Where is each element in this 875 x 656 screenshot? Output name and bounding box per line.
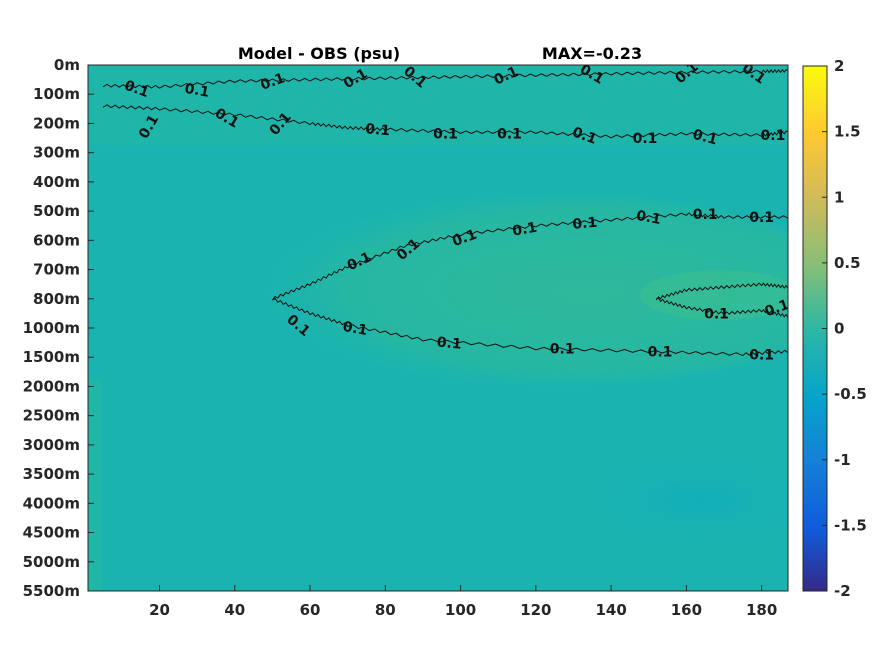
contour-label: 0.1	[693, 207, 718, 223]
contour-label: 0.1	[749, 347, 774, 363]
contour-label: 0.1	[749, 210, 774, 226]
contour-label: 0.1	[761, 128, 786, 144]
contour-label: 0.1	[497, 127, 522, 143]
x-tick-label: 80	[375, 601, 396, 619]
contour-lines	[102, 68, 788, 387]
contour-label: 0.1	[436, 335, 462, 353]
contour-label: 0.1	[511, 220, 538, 240]
y-tick-label: 3500m	[23, 465, 80, 483]
contour-label: 0.1	[450, 227, 479, 251]
max-annotation: MAX=-0.23	[542, 44, 642, 63]
x-tick-label: 20	[149, 601, 170, 619]
y-axis: 0m 100m 200m 300m 400m 500m 600m 700m 800m 1000m 1…	[23, 56, 94, 600]
contour-label: 0.1	[633, 131, 658, 147]
colorbar-tick-label: -0.5	[834, 385, 867, 403]
colorbar-tick-label: 2	[834, 57, 844, 75]
contour-label: 0.1	[365, 121, 391, 139]
x-tick-label: 180	[746, 601, 777, 619]
x-tick-label: 40	[224, 601, 245, 619]
y-tick-label: 200m	[33, 114, 80, 132]
y-tick-label: 800m	[33, 290, 80, 308]
colorbar-axis: 2 1.5 1 0.5 0 -0.5 -1 -1.5 -2	[822, 57, 867, 600]
y-tick-label: 500m	[33, 202, 80, 220]
contour-label: 0.1	[635, 208, 662, 228]
salinity-core	[270, 195, 788, 385]
contour-label: 0.1	[550, 341, 575, 357]
plot-area: 0.1 0.1 0.1 0.1 0.1 0.1 0.1 0.1 0.1 0.1 0.1 0.1 0.1 0…	[88, 65, 792, 591]
x-tick-label: 140	[595, 601, 626, 619]
colorbar-tick-label: -1.5	[834, 516, 867, 534]
x-tick-label: 60	[300, 601, 321, 619]
y-tick-label: 100m	[33, 85, 80, 103]
contour-label: 0.1	[691, 127, 719, 149]
contour-label: 0.1	[183, 81, 210, 101]
y-tick-label: 300m	[33, 144, 80, 162]
contour-label: 0.1	[572, 215, 598, 233]
x-tick-label: 160	[671, 601, 702, 619]
contour-label: 0.1	[258, 70, 287, 94]
x-tick-label: 120	[520, 601, 551, 619]
contour-line-thermocline	[102, 104, 788, 139]
chart-title: Model - OBS (psu)	[238, 44, 400, 63]
y-tick-label: 5000m	[23, 553, 80, 571]
contour-line-upper	[102, 68, 788, 89]
contour-label: 0.1	[570, 124, 599, 148]
colorbar-tick-label: -1	[834, 451, 851, 469]
x-axis: 20 40 60 80 100 120 140 160 180	[149, 585, 777, 619]
y-tick-label: 2000m	[23, 377, 80, 395]
y-tick-label: 1500m	[23, 348, 80, 366]
contour-label: 0.1	[433, 127, 458, 143]
colorbar-tick-label: 0	[834, 320, 844, 338]
contour-line-tongue	[271, 212, 788, 387]
contour-line-closed-east	[655, 282, 788, 319]
y-tick-label: 5500m	[23, 582, 80, 600]
y-tick-label: 3000m	[23, 436, 80, 454]
y-tick-label: 0m	[54, 56, 80, 74]
colorbar-tick-label: 1	[834, 188, 844, 206]
y-tick-label: 1000m	[23, 319, 80, 337]
contour-label: 0.1	[648, 344, 673, 360]
contour-label: 0.1	[341, 319, 368, 339]
colorbar-tick-label: 1.5	[834, 123, 861, 141]
colorbar-tick-label: 0.5	[834, 254, 861, 272]
y-tick-label: 4000m	[23, 494, 80, 512]
west-boundary	[88, 380, 102, 591]
contour-label: 0.1	[704, 306, 729, 322]
contour-label: 0.1	[122, 78, 151, 102]
y-tick-label: 600m	[33, 231, 80, 249]
x-tick-label: 100	[445, 601, 476, 619]
y-tick-label: 4500m	[23, 524, 80, 542]
deep-minimum	[560, 450, 788, 550]
y-tick-label: 400m	[33, 173, 80, 191]
y-tick-label: 2500m	[23, 407, 80, 425]
contour-label: 0.1	[763, 297, 792, 321]
east-core	[640, 270, 788, 320]
colorbar-tick-label: -2	[834, 582, 851, 600]
y-tick-label: 700m	[33, 261, 80, 279]
